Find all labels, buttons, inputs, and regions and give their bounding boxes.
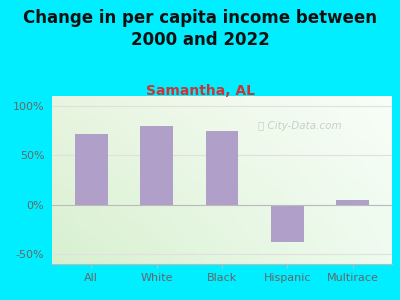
Bar: [140, 126, 173, 205]
Bar: [206, 130, 238, 205]
Bar: [75, 134, 108, 205]
Text: ⓘ City-Data.com: ⓘ City-Data.com: [258, 121, 342, 131]
Text: Samantha, AL: Samantha, AL: [146, 84, 254, 98]
Bar: [271, 205, 304, 242]
Text: Change in per capita income between
2000 and 2022: Change in per capita income between 2000…: [23, 9, 377, 49]
Bar: [336, 200, 369, 205]
